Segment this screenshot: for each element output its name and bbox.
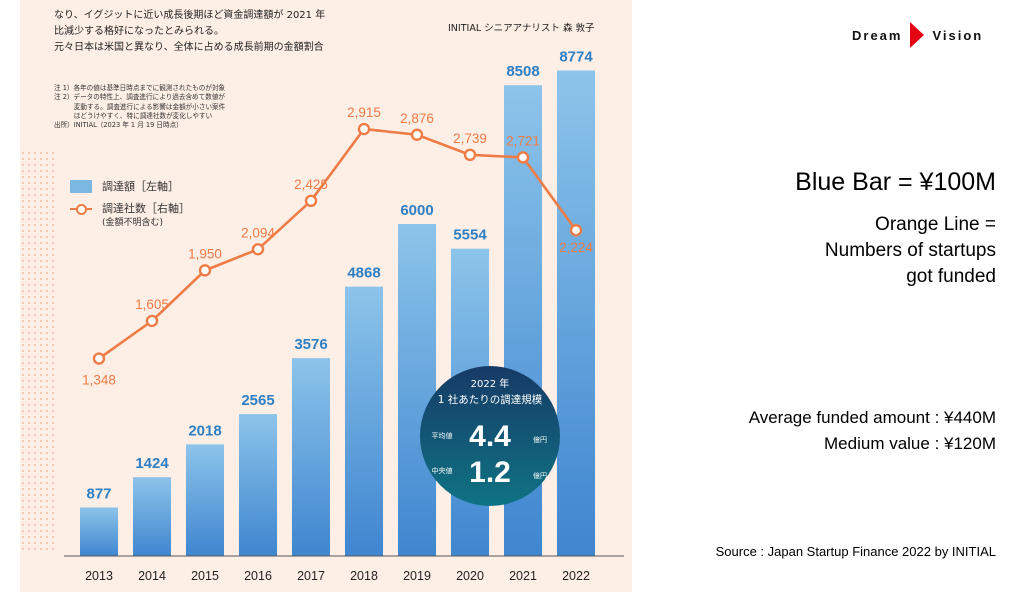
orange-caption-line: got funded	[906, 266, 996, 287]
note-line: 注 2）データの特性上、調査進行により過去含めて数値が	[54, 93, 226, 102]
x-tick-2013: 2013	[85, 569, 113, 583]
line-point-2020	[463, 148, 477, 162]
orange-line-caption: Orange Line = Numbers of startups got fu…	[825, 212, 996, 290]
note-line: 出所）INITIAL（2023 年 1 月 19 日時点）	[54, 121, 183, 130]
bar-2016	[239, 414, 277, 556]
line-value-label-2014: 1,605	[135, 297, 169, 312]
note-line: ほどうけやすく、特に調達社数が変化しやすい	[54, 111, 213, 120]
x-tick-2016: 2016	[244, 569, 272, 583]
line-point-2015	[198, 264, 212, 277]
bar-value-label-2017: 3576	[294, 336, 327, 353]
callout-median-label: 中央値	[432, 466, 453, 475]
callout-mean-unit: 億円	[533, 435, 547, 444]
bar-2017	[292, 358, 330, 556]
callout-median-value: 1.2	[469, 456, 511, 489]
median-value-text: Medium value : ¥120M	[824, 434, 996, 453]
line-point-2013	[92, 352, 106, 365]
line-point-2017	[304, 194, 318, 208]
logo-text-left: Dream	[852, 27, 903, 43]
bar-value-label-2013: 877	[86, 485, 111, 502]
note-line: 変動する。調査進行による影響は金額が小さい案件	[54, 102, 226, 111]
source-credit: Source : Japan Startup Finance 2022 by I…	[715, 544, 996, 559]
chart-notes: 注 1）各年の値は基準日時点までに観測されたものが対象 注 2）データの特性上、…	[54, 84, 225, 130]
line-point-2018	[357, 122, 371, 136]
line-value-label-2018: 2,915	[347, 105, 381, 120]
legend-bar-label: 調達額［左軸］	[102, 180, 179, 193]
callout-year: 2022 年	[471, 377, 510, 390]
bar-2018	[345, 286, 383, 556]
line-marker-icon	[70, 202, 92, 215]
x-tick-2021: 2021	[509, 569, 537, 583]
dreamvision-logo: Dream Vision	[852, 22, 983, 48]
logo-text-right: Vision	[932, 27, 984, 43]
dot-pattern-band	[20, 150, 58, 550]
x-tick-2014: 2014	[138, 569, 166, 583]
callout-mean-value: 4.4	[469, 420, 511, 453]
bar-2013	[80, 507, 118, 556]
chart-panel: 877 1424 2018 2565 3576 4868 6000 5554 8508 8774 …	[20, 0, 632, 592]
bar-value-label-2016: 2565	[241, 392, 274, 409]
bar-2014	[133, 477, 171, 556]
logo-play-icon	[910, 22, 925, 48]
line-value-label-2015: 1,950	[188, 246, 222, 261]
line-value-label-2013: 1,348	[82, 373, 116, 388]
callout-bubble: 2022 年 1 社あたりの調達規模 平均値 4.4 億円 中央値 1.2 億円	[420, 366, 560, 506]
x-tick-2018: 2018	[350, 569, 378, 583]
x-tick-2017: 2017	[297, 569, 325, 583]
x-tick-2022: 2022	[562, 569, 590, 583]
orange-caption-line: Orange Line =	[875, 214, 996, 235]
header-line: 比減少する格好になったとみられる。	[54, 26, 224, 37]
header-line: 元々日本は米国と異なり、全体に占める成長前期の金額割合	[54, 42, 324, 53]
bar-value-label-2015: 2018	[188, 422, 221, 439]
average-amount-text: Average funded amount : ¥440M	[748, 408, 996, 427]
line-value-label-2022: 2,224	[559, 240, 593, 255]
blue-bar-caption: Blue Bar = ¥100M	[795, 168, 996, 196]
chart-legend: 調達額［左軸］ 調達社数［右軸］ (金額不明含む)	[70, 175, 190, 228]
bar-2022	[557, 70, 595, 556]
header-line: なり、イグジットに近い成長後期ほど資金調達額が 2021 年	[54, 10, 326, 21]
line-point-2014	[145, 314, 159, 328]
line-value-label-2016: 2,094	[241, 225, 275, 240]
x-tick-2015: 2015	[191, 569, 219, 583]
x-tick-2020: 2020	[456, 569, 484, 583]
line-value-label-2019: 2,876	[400, 111, 434, 126]
bar-value-label-2022: 8774	[559, 49, 593, 66]
line-value-label-2017: 2,425	[294, 177, 328, 192]
funding-chart: 877142420182565357648686000555485088774 …	[20, 0, 632, 592]
line-point-2019	[410, 128, 424, 141]
callout-subtitle: 1 社あたりの調達規模	[438, 393, 543, 406]
bar-2015	[186, 444, 224, 556]
callout-median-unit: 億円	[533, 471, 547, 480]
line-point-2016	[251, 243, 265, 256]
bar-value-label-2018: 4868	[347, 265, 380, 282]
startups-line	[98, 127, 578, 360]
header-text: なり、イグジットに近い成長後期ほど資金調達額が 2021 年 比減少する格好にな…	[54, 8, 325, 56]
legend-line-entry: 調達社数［右軸］	[70, 197, 190, 219]
bar-value-label-2021: 8508	[506, 63, 539, 80]
bar-2019	[398, 224, 436, 556]
bar-swatch-icon	[70, 179, 92, 193]
analyst-credit: INITIAL シニアアナリスト 森 敦子	[448, 23, 595, 34]
callout-circle	[420, 366, 560, 506]
line-point-2021	[516, 151, 530, 164]
note-line: 注 1）各年の値は基準日時点までに観測されたものが対象	[54, 84, 226, 92]
callout-mean-label: 平均値	[432, 431, 453, 440]
orange-caption-line: Numbers of startups	[824, 240, 996, 261]
bar-value-label-2020: 5554	[453, 227, 487, 244]
bar-value-label-2014: 1424	[135, 455, 169, 472]
line-value-label-2020: 2,739	[453, 131, 487, 146]
bar-value-label-2019: 6000	[400, 202, 433, 219]
line-point-2022	[569, 224, 583, 237]
legend-bar-entry: 調達額［左軸］	[70, 175, 190, 197]
x-tick-2019: 2019	[403, 569, 431, 583]
line-value-label-2021: 2,721	[506, 133, 540, 148]
legend-line-note: (金額不明含む)	[102, 218, 164, 228]
legend-line-label: 調達社数［右軸］	[102, 202, 190, 215]
